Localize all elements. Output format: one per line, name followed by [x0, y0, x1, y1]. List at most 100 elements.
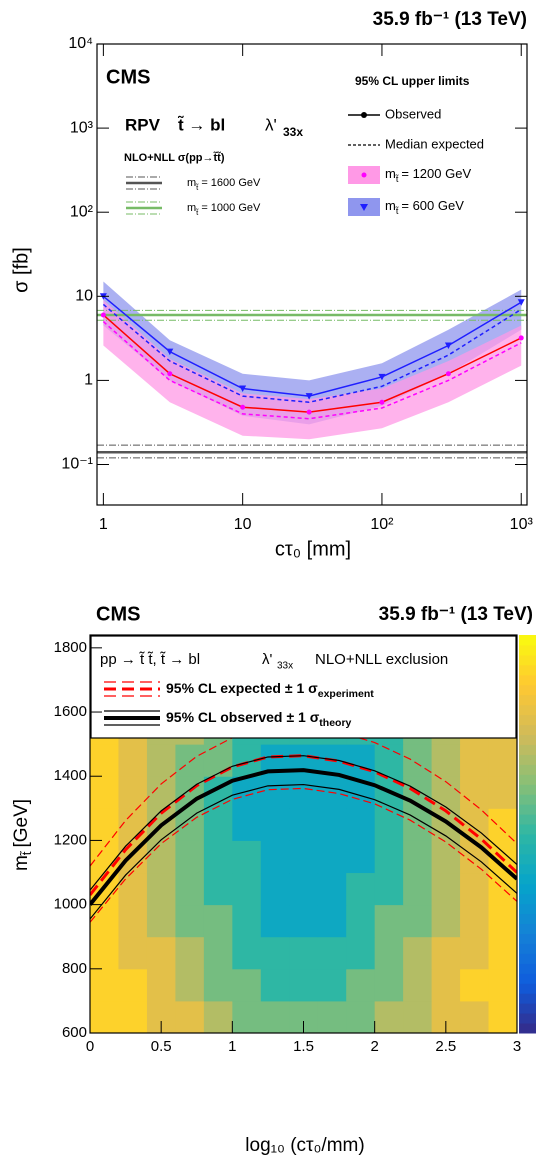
legend-header: 33x — [277, 661, 293, 672]
heat-cell — [431, 904, 461, 938]
observed-marker — [239, 385, 247, 393]
axis-label-y: σ [fb] — [10, 247, 32, 293]
heat-cell — [317, 808, 347, 841]
legend-label: mt̃ = 600 GeV — [385, 198, 464, 216]
color-scale — [519, 635, 536, 646]
expected-band — [103, 300, 522, 440]
color-scale — [519, 843, 536, 855]
color-scale — [519, 1013, 536, 1024]
contour-line — [90, 754, 517, 896]
heat-cell — [346, 936, 376, 970]
y-tick-label: 1800 — [54, 639, 87, 656]
color-scale — [519, 863, 536, 875]
heat-cell — [260, 776, 290, 809]
heat-cell — [118, 904, 148, 938]
contour-band-edge — [90, 783, 517, 920]
observed-marker — [517, 299, 525, 306]
axis-label-x: log₁₀ (cτ₀/mm) — [245, 1135, 364, 1156]
heat-cell — [431, 872, 461, 906]
observed-marker — [518, 335, 524, 341]
heat-cell — [346, 840, 376, 874]
expected-line — [102, 321, 522, 420]
color-scale — [519, 774, 536, 785]
contour-line — [90, 768, 517, 906]
legend-box — [90, 635, 517, 739]
heat-cell — [289, 872, 319, 906]
color-scale — [519, 943, 536, 954]
axis-label-y-part: [GeV] — [11, 799, 32, 848]
heat-cell — [346, 1000, 376, 1033]
color-scale — [519, 953, 536, 964]
legend-contour-label-part: 95% CL expected — [166, 680, 281, 696]
heat-cell — [431, 936, 461, 970]
heat-cell — [90, 1000, 119, 1033]
legend-label: mt̃ = 1200 GeV — [385, 166, 471, 184]
x-tick-label: 1 — [99, 516, 108, 533]
heat-cell — [460, 776, 490, 809]
heat-cell — [260, 840, 290, 874]
heat-cell — [175, 968, 205, 1002]
cms-label: CMS — [106, 66, 150, 88]
legend-theory-label-part: m — [187, 202, 196, 214]
heat-cell — [317, 872, 347, 906]
axis-label-y-part: t̃ — [19, 851, 34, 857]
legend-theory-label: mt̃ = 1600 GeV — [187, 177, 261, 192]
heat-cell — [90, 904, 119, 938]
contour-band-edge — [90, 755, 517, 891]
heat-cell — [232, 776, 262, 809]
heat-cell — [488, 808, 517, 841]
heat-cell — [146, 936, 176, 970]
heat-cell — [203, 744, 233, 777]
heat-cell — [260, 904, 290, 938]
heat-cell — [460, 904, 490, 938]
y-tick-label: 1600 — [54, 703, 87, 720]
heat-cell — [146, 968, 176, 1002]
heat-cell — [374, 904, 404, 938]
expected-line — [102, 303, 522, 403]
legend-label-part: t̃ — [395, 206, 400, 216]
heat-cell — [175, 744, 205, 777]
color-scale — [519, 814, 536, 825]
x-tick-label: 2 — [370, 1038, 378, 1055]
x-tick-label: 10³ — [510, 516, 534, 533]
legend-marker — [361, 172, 367, 178]
y-tick-label: 1200 — [54, 831, 87, 848]
heat-cell — [403, 744, 433, 777]
observed-marker — [166, 348, 174, 356]
heat-cell — [175, 1000, 205, 1033]
heat-cell — [460, 1000, 490, 1033]
y-tick-label: 1400 — [54, 767, 87, 784]
heat-cell — [118, 968, 148, 1002]
heat-cell — [289, 936, 319, 970]
heat-cell — [203, 904, 233, 938]
legend-theory-label: mt̃ = 1000 GeV — [187, 202, 261, 217]
color-scale — [519, 973, 536, 984]
legend-header: λ' — [262, 651, 273, 668]
heat-cell — [118, 936, 148, 970]
heat-cell — [346, 808, 376, 841]
color-scale — [519, 893, 536, 905]
color-scale — [519, 654, 536, 666]
color-scale — [519, 714, 536, 726]
legend-contour-label-part: 95% CL observed — [166, 709, 282, 725]
legend-contour-label-part: experiment — [318, 688, 375, 700]
heat-cell — [260, 808, 290, 841]
plot-frame — [96, 43, 528, 506]
axis-label-y-part: m — [11, 855, 32, 871]
heat-cell — [346, 872, 376, 906]
heat-cell — [203, 840, 233, 874]
heat-cell — [90, 744, 119, 777]
heat-cell — [374, 840, 404, 874]
cms-label: CMS — [96, 603, 140, 625]
heat-cell — [232, 968, 262, 1002]
heat-cell — [403, 840, 433, 874]
color-scale — [519, 834, 536, 845]
color-scale — [519, 804, 536, 815]
color-scale — [519, 993, 536, 1004]
color-scale — [519, 694, 536, 706]
legend-label-part: = 600 GeV — [401, 198, 464, 213]
legend-marker — [360, 204, 368, 211]
heat-cell — [90, 776, 119, 809]
legend-theory-label-part: = 1000 GeV — [201, 202, 261, 214]
